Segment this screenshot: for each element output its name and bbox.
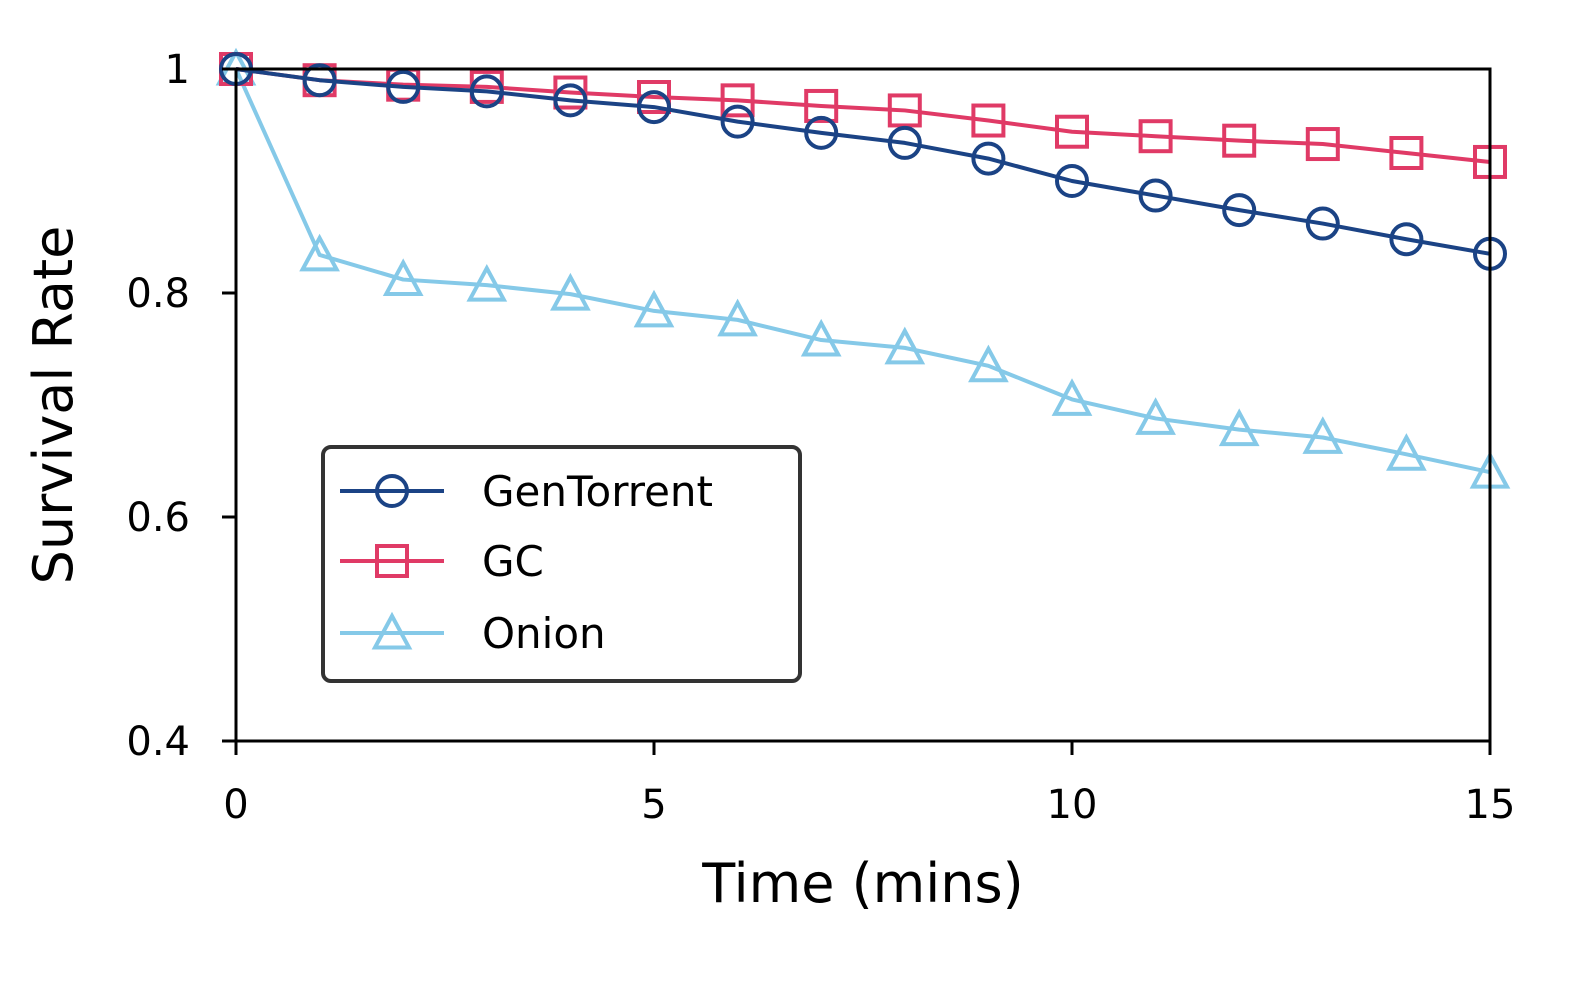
y-tick-label: 1 — [165, 47, 190, 93]
data-point-gentorrent — [1055, 164, 1089, 198]
data-point-gentorrent — [386, 69, 421, 104]
legend-box — [321, 445, 802, 683]
legend-label-gc: GC — [482, 537, 544, 586]
data-point-gc — [971, 103, 1006, 138]
data-point-gc — [1138, 119, 1173, 154]
data-point-onion — [1386, 433, 1427, 471]
x-tick-label: 15 — [1465, 782, 1516, 828]
legend-label-onion: Onion — [482, 609, 606, 658]
x-tick-label: 10 — [1047, 782, 1098, 828]
data-point-onion — [299, 233, 340, 272]
legend-items: GenTorrent GC Onion — [340, 467, 713, 658]
data-point-onion — [382, 258, 424, 297]
data-point-onion — [1218, 408, 1260, 447]
series-gentorrent — [219, 52, 1507, 271]
x-tick-label: 0 — [223, 782, 248, 828]
data-point-gentorrent — [637, 90, 671, 125]
legend-item-gentorrent: GenTorrent — [340, 467, 713, 516]
data-point-gentorrent — [302, 63, 337, 98]
data-point-gc — [720, 83, 755, 118]
x-tick-label: 5 — [641, 782, 666, 828]
ticks-layer: 0 5 10 15 0.4 0.6 0.8 1 — [126, 47, 1515, 828]
series-line-gentorrent — [235, 67, 1491, 256]
series-line-onion — [234, 68, 1491, 475]
data-point-gentorrent — [1389, 222, 1424, 257]
data-point-gentorrent — [804, 115, 839, 150]
data-point-gc — [637, 80, 671, 114]
data-point-onion — [633, 289, 675, 328]
legend-marker-onion — [371, 611, 413, 650]
legend-marker-gentorrent — [375, 474, 409, 508]
data-point-onion — [800, 318, 842, 357]
legend-item-gc: GC — [340, 537, 544, 586]
data-point-gentorrent — [1305, 206, 1340, 241]
series-line-gc — [235, 67, 1491, 164]
data-point-onion — [1302, 416, 1344, 454]
x-axis-label: Time (mins) — [701, 852, 1023, 915]
data-point-onion — [466, 263, 508, 302]
data-point-gc — [1305, 127, 1340, 162]
y-axis-label: Survival Rate — [22, 226, 85, 585]
legend-item-onion: Onion — [340, 609, 606, 658]
data-point-gc — [1055, 114, 1089, 149]
legend: GenTorrent GC Onion — [321, 445, 802, 683]
data-point-gentorrent — [1138, 178, 1173, 213]
data-point-gentorrent — [1222, 193, 1257, 228]
data-point-gentorrent — [720, 104, 755, 139]
y-tick-label: 0.4 — [126, 719, 190, 765]
data-point-gc — [804, 88, 839, 123]
legend-marker-gc — [375, 544, 409, 578]
data-point-onion — [968, 344, 1009, 383]
data-point-gentorrent — [887, 125, 922, 160]
data-point-onion — [717, 298, 758, 337]
data-point-onion — [1051, 378, 1093, 416]
data-point-onion — [884, 326, 926, 365]
plot-frame — [234, 67, 1492, 743]
data-point-onion — [550, 272, 591, 311]
series-onion — [215, 47, 1511, 489]
y-tick-label: 0.8 — [126, 271, 190, 317]
legend-label-gentorrent: GenTorrent — [482, 467, 713, 516]
data-point-gentorrent — [553, 83, 588, 118]
data-point-gentorrent — [971, 141, 1006, 176]
data-point-gc — [1389, 136, 1424, 170]
data-point-gc — [1222, 123, 1257, 158]
data-point-onion — [1135, 397, 1176, 435]
data-point-gc — [887, 93, 922, 128]
series-layer — [215, 47, 1511, 489]
y-tick-label: 0.6 — [126, 495, 190, 541]
data-point-gentorrent — [469, 74, 504, 109]
